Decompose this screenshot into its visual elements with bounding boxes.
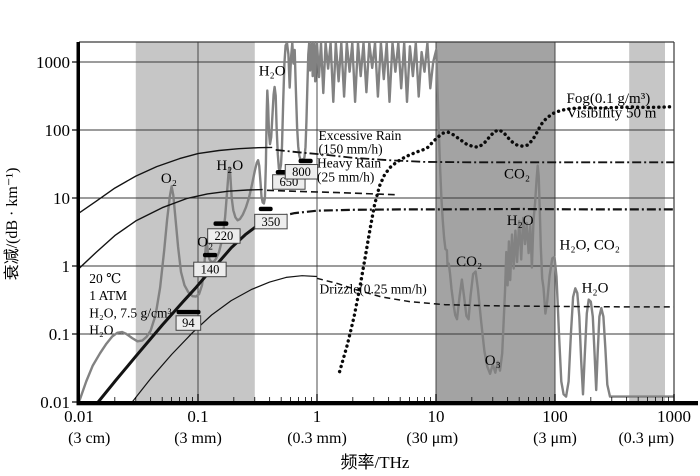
y-tick-label: 0.01 [40,393,70,412]
label-visibility: Visibility 50 m [567,106,657,122]
series-gas-absorption [79,42,674,402]
window-label-220: 220 [215,229,234,243]
axes-layer: 1000 100 10 1 0.1 0.010.01 0.1 1 10 100 1000 (3 cm)… [36,42,698,447]
label-o2-60ghz: O₂ [161,171,177,187]
window-box-220 [207,228,241,244]
label-fog: Fog(0.1 g/m³) [567,91,651,107]
label-excessive-rate: (150 mm/h) [319,141,383,156]
window-label-94: 94 [182,316,195,330]
band-mmwave-band [135,42,255,402]
label-o3: O₃ [485,353,501,369]
label-co2-upper: CO₂ [504,167,530,183]
curves-layer [79,42,674,402]
series-heavy-rain-dashed [266,189,395,196]
y-tick-label: 10 [53,189,70,208]
band-visible-band [629,42,665,402]
label-h2o-top: H₂O [259,63,286,79]
x-tick-label: 0.1 [187,407,208,426]
x-wavelength-label: (0.3 mm) [287,430,347,447]
y-tick-label: 0.1 [49,325,70,344]
window-label-350: 350 [262,215,281,229]
series-window-trend-dashdot [257,207,674,227]
window-box-94 [175,315,202,331]
label-excessive-rain: Excessive Rain [319,128,402,143]
window-label-800: 800 [292,165,311,179]
y-tick-label: 1000 [36,53,70,72]
frequency-bands-layer [135,42,665,402]
x-wavelength-label: (30 μm) [406,430,458,447]
x-tick-label: 1000 [657,407,691,426]
x-tick-label: 0.01 [64,407,94,426]
y-tick-label: 1 [62,257,71,276]
label-h2o-band: H₂O [507,213,534,229]
label-env-temp: 20 ℃ [89,271,121,286]
x-tick-label: 100 [542,407,568,426]
y-axis-line [76,42,80,405]
series-heavy-rain-solid [79,188,263,270]
label-h2o-nir: H₂O [582,280,609,296]
window-box-350 [254,213,288,230]
x-tick-label: 1 [313,407,322,426]
series-drizzle-dashed [316,277,674,308]
series-drizzle-solid [131,275,318,402]
window-box-140 [193,261,227,278]
label-env-h2o: H₂O [89,323,113,338]
band-mid-infrared-band [436,42,555,402]
window-label-140: 140 [201,263,220,277]
label-o2-118ghz: O₂ [197,235,213,251]
window-bar-140 [202,252,218,258]
label-co2-lower: CO₂ [456,254,482,270]
x-tick-label: 10 [428,407,445,426]
x-wavelength-label: (3 cm) [68,430,110,447]
x-axis-line [76,401,698,406]
label-env-pressure: 1 ATM [89,288,127,303]
window-box-800 [284,164,319,180]
label-env-humidity: H₂O, 7.5 g/cm³ [89,306,171,321]
label-h2o-co2: H₂O, CO₂ [560,237,620,253]
x-wavelength-label: (3 mm) [174,430,222,447]
window-bar-94 [176,309,201,315]
series-excessive-rain-solid [79,146,273,214]
window-bar-220 [213,221,229,226]
y-tick-label: 100 [45,121,71,140]
label-heavy-rain: Heavy Rain [317,155,381,170]
label-heavy-rate: (25 mm/h) [317,170,374,185]
label-h2o-183ghz: H₂O [216,158,243,174]
x-wavelength-label: (0.3 μm) [618,430,674,447]
y-axis-title: 衰减/(dB · km⁻¹) [3,168,21,281]
window-bar-800 [298,158,313,164]
x-wavelength-label: (3 μm) [533,430,577,447]
label-drizzle: Drizzle(0.25 mm/h) [320,282,427,297]
series-fog-dotted [337,105,674,374]
x-axis-title: 频率/THz [341,453,410,472]
annotations-layer: H₂O H₂O O₂ O₂ CO₂ O₃ CO₂ H₂O H₂O, CO₂ H₂O Excessiv… [89,63,657,369]
series-excessive-rain-dashed [275,149,674,164]
window-bar-350 [258,206,273,212]
